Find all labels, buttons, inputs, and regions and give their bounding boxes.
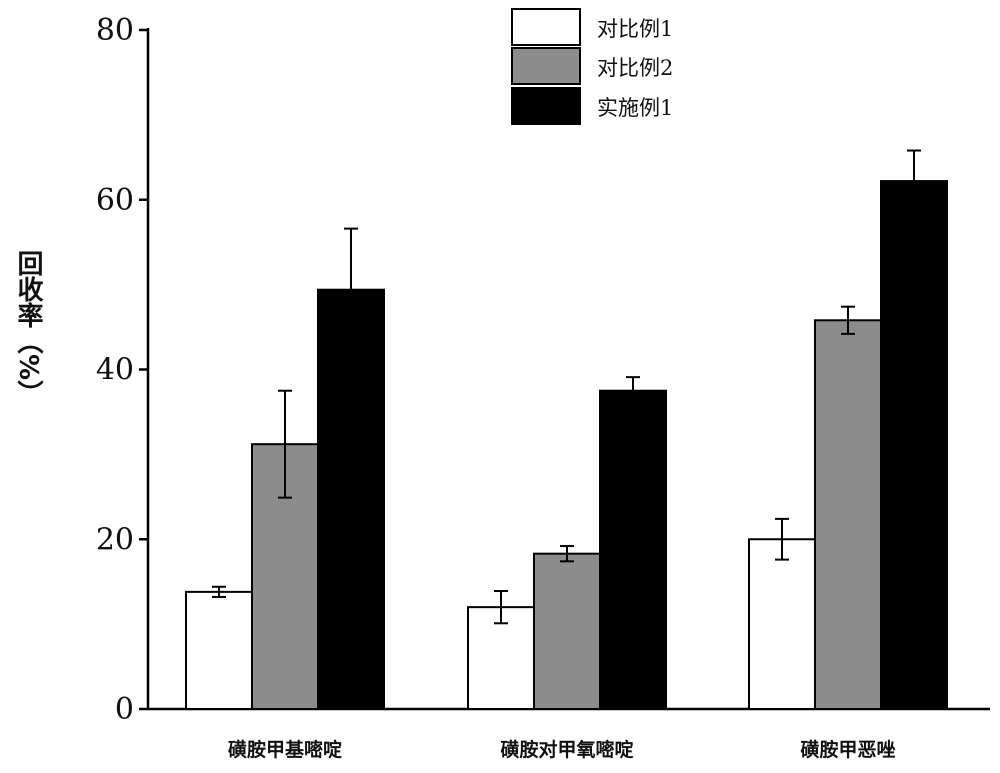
bar <box>880 180 948 710</box>
legend-swatch <box>511 47 581 85</box>
y-tick-label: 60 <box>96 183 134 218</box>
y-tick-label: 0 <box>115 692 134 727</box>
legend-label: 对比例1 <box>597 17 673 41</box>
bar <box>748 538 816 710</box>
category-label: 磺胺甲恶唑 <box>800 738 895 761</box>
legend-label: 实施例1 <box>597 96 673 120</box>
y-axis-label: 回收率（%） <box>13 250 43 406</box>
y-tick-label: 80 <box>96 13 134 48</box>
legend: 对比例1 对比例2 实施例1 <box>511 8 673 125</box>
bar <box>533 552 601 711</box>
y-axis-title: 回收率（%） <box>13 250 43 406</box>
y-tick-label: 20 <box>96 522 134 557</box>
category-labels: 磺胺甲基嘧啶 磺胺对甲氧嘧啶 磺胺甲恶唑 <box>228 738 896 761</box>
y-tick-label: 40 <box>96 353 134 388</box>
y-tick-labels: 0 20 40 60 80 <box>96 13 134 727</box>
legend-swatch <box>511 8 581 46</box>
bar <box>317 288 385 710</box>
bar <box>599 389 667 710</box>
category-label: 磺胺对甲氧嘧啶 <box>500 738 633 761</box>
bars <box>185 180 948 711</box>
error-bars <box>212 149 921 625</box>
bar <box>814 319 882 710</box>
legend-swatch <box>511 87 581 125</box>
category-label: 磺胺甲基嘧啶 <box>228 738 342 761</box>
bar <box>185 590 253 710</box>
legend-label: 对比例2 <box>597 56 673 80</box>
